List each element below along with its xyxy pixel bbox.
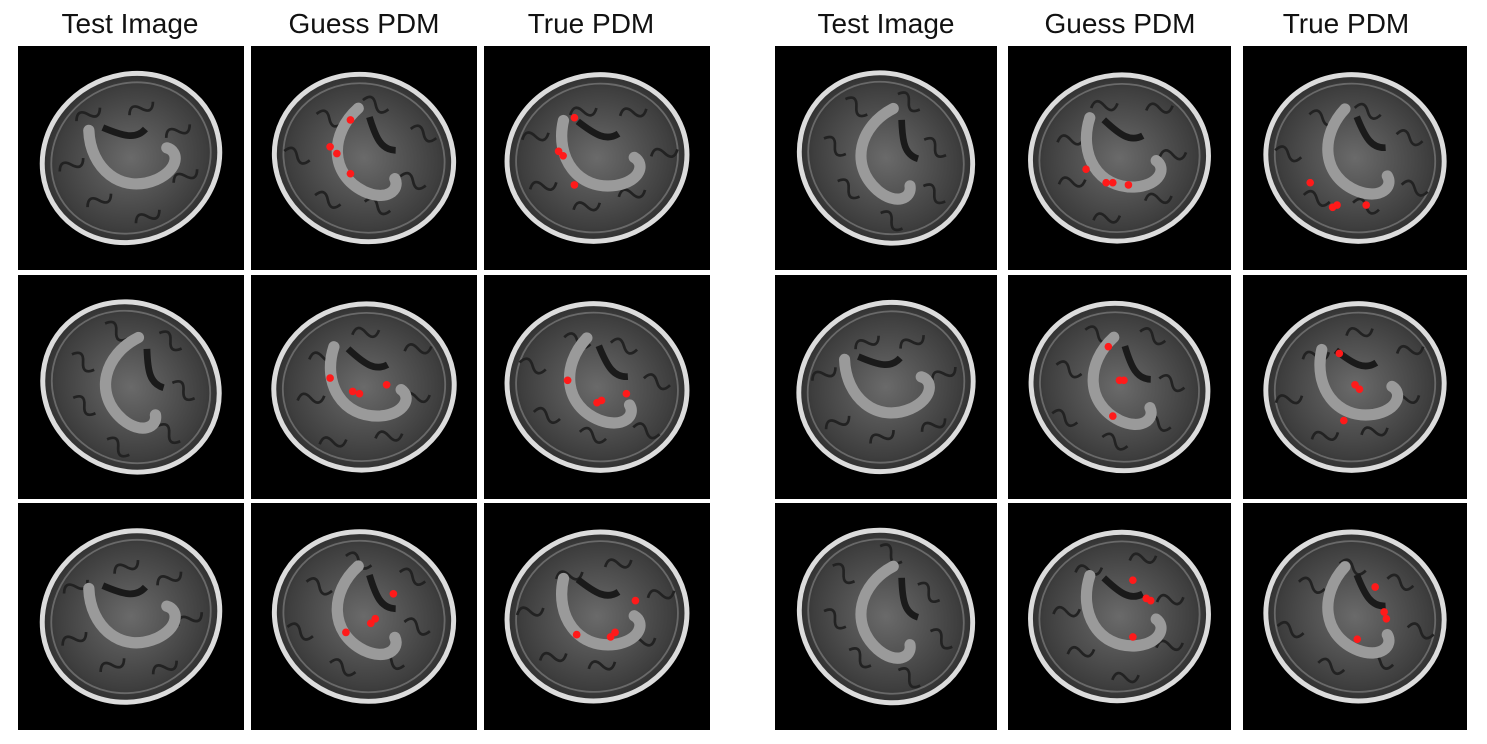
true-pdm-image [484, 503, 710, 730]
landmark-point [1109, 178, 1117, 187]
test-image [18, 275, 244, 499]
column-header: Test Image [817, 8, 955, 39]
landmark-point [606, 633, 615, 641]
landmark-point [631, 596, 640, 605]
guess-pdm-image [1008, 503, 1231, 730]
landmark-point [1353, 635, 1362, 644]
brain-scan [796, 299, 976, 475]
landmark-point [572, 630, 581, 639]
true-pdm-image [1243, 46, 1467, 270]
column-header: Guess PDM [1044, 8, 1196, 39]
landmark-point [1371, 583, 1379, 591]
true-pdm-image [1243, 275, 1467, 499]
landmark-point [1306, 178, 1315, 187]
landmark-point [326, 142, 334, 151]
brain-scan [271, 301, 457, 473]
landmark-point [1102, 178, 1110, 187]
landmark-point [563, 376, 572, 385]
landmark-point [342, 628, 350, 637]
brain-scan [271, 71, 457, 245]
landmark-point [1380, 608, 1388, 616]
landmark-point [1339, 416, 1348, 425]
landmark-point [1109, 412, 1117, 420]
brain-scan [1263, 301, 1447, 473]
true-pdm-image [484, 46, 710, 270]
test-image [775, 46, 997, 270]
brain-scan [1028, 300, 1211, 474]
brain-scan [504, 72, 690, 244]
column-header: Test Image [61, 8, 199, 39]
landmark-point [355, 389, 364, 398]
brain-scan [39, 70, 223, 246]
test-image [18, 46, 244, 270]
landmark-point [1335, 349, 1344, 358]
brain-scan [1263, 529, 1447, 704]
landmark-point [346, 116, 355, 124]
landmark-point [570, 113, 579, 122]
landmark-point [1082, 165, 1090, 174]
landmark-point [1333, 201, 1341, 209]
brain-scan [796, 70, 976, 246]
brain-scan [504, 301, 690, 473]
test-image [775, 275, 997, 499]
landmark-point [1146, 596, 1155, 605]
landmark-point [1355, 385, 1364, 394]
true-pdm-image [1243, 503, 1467, 730]
test-image [18, 503, 244, 730]
column-header: True PDM [1282, 8, 1410, 39]
guess-pdm-image [1008, 46, 1231, 270]
guess-pdm-image [251, 275, 477, 499]
guess-pdm-image [1008, 275, 1231, 499]
landmark-point [1129, 633, 1137, 641]
brain-scan [1028, 529, 1211, 704]
guess-pdm-image [251, 503, 477, 730]
landmark-point [1362, 201, 1371, 209]
landmark-point [326, 374, 334, 382]
landmark-point [622, 389, 631, 398]
landmark-point [1104, 342, 1113, 351]
landmark-point [389, 589, 398, 598]
brain-scan [271, 529, 457, 704]
landmark-point [1382, 614, 1391, 623]
landmark-point [371, 614, 380, 623]
column-header: True PDM [527, 8, 655, 39]
landmark-point [597, 396, 606, 405]
landmark-point [570, 181, 579, 189]
landmark-point [559, 151, 567, 160]
test-image [775, 503, 997, 730]
landmark-point [382, 380, 391, 389]
brain-scan [1263, 72, 1447, 244]
column-header: Guess PDM [288, 8, 440, 39]
brain-scan [40, 299, 222, 475]
landmark-point [1124, 181, 1133, 189]
true-pdm-image [484, 275, 710, 499]
landmark-point [1129, 576, 1137, 585]
landmark-point [348, 387, 357, 396]
brain-scan [796, 527, 976, 706]
brain-scan [39, 528, 223, 705]
landmark-point [333, 149, 341, 158]
brain-scan [1028, 72, 1211, 244]
guess-pdm-image [251, 46, 477, 270]
landmark-point [1120, 376, 1128, 385]
landmark-point [346, 169, 355, 178]
brain-scan [504, 529, 690, 704]
